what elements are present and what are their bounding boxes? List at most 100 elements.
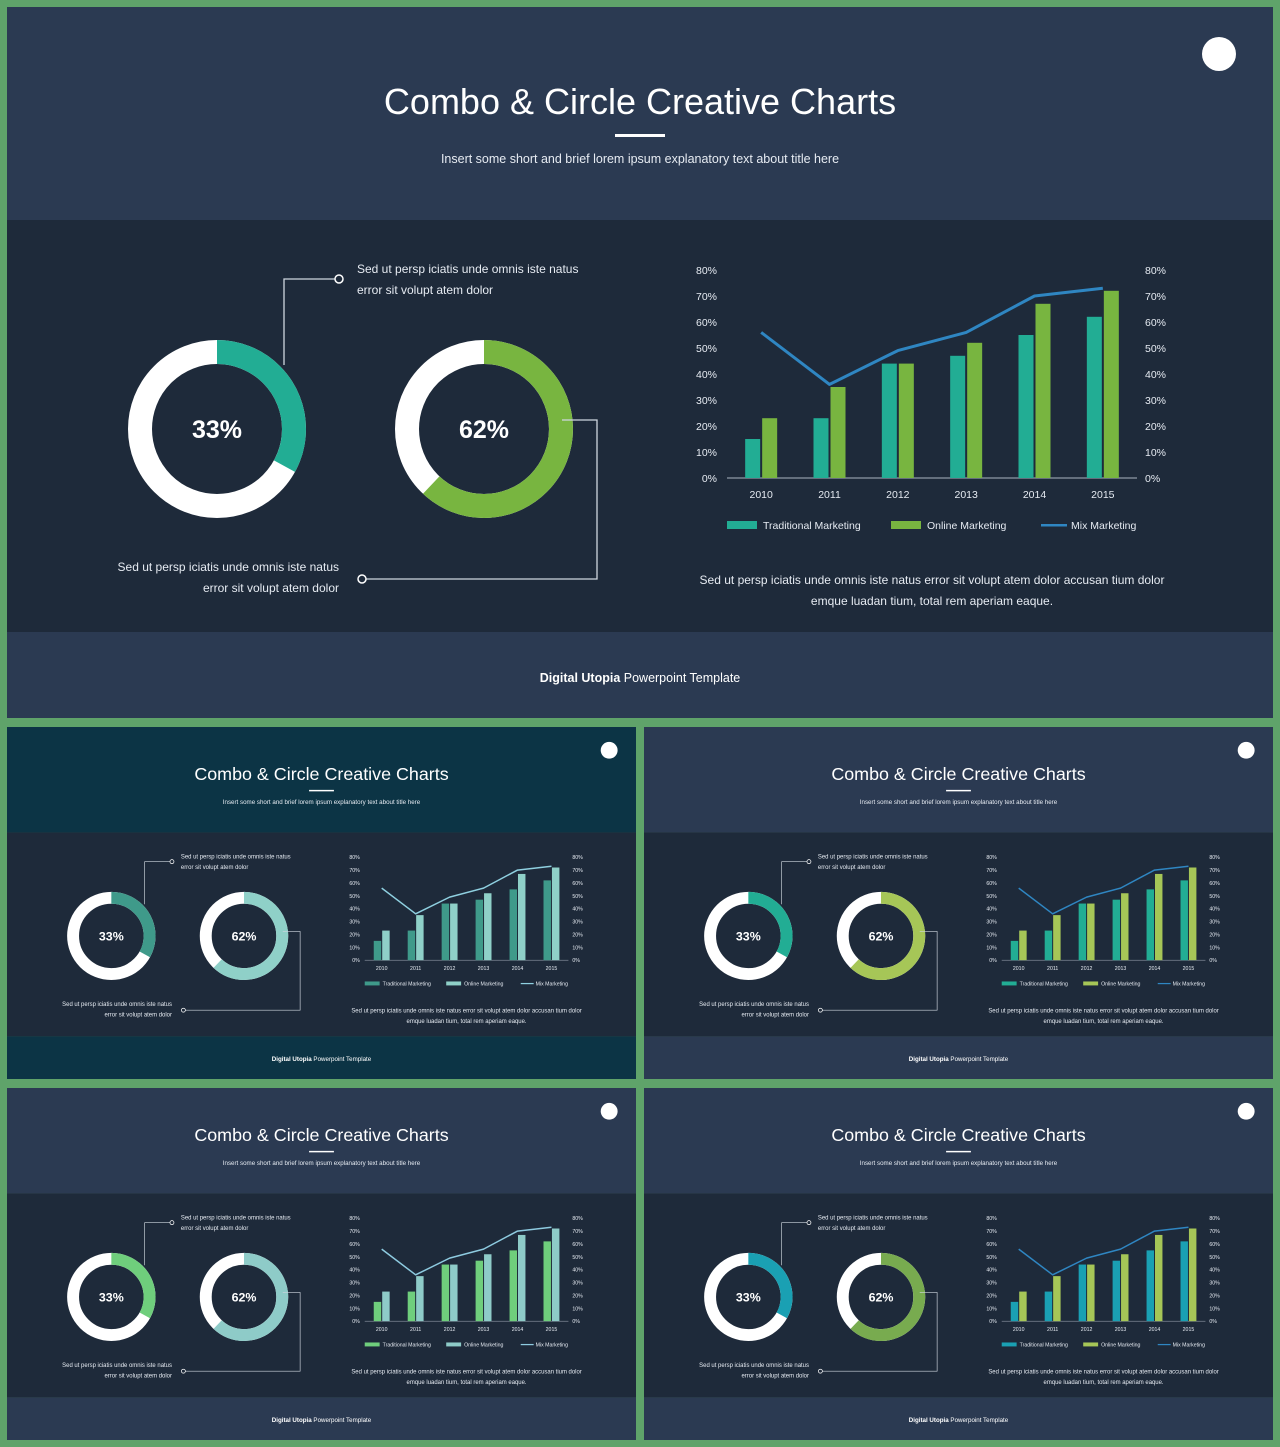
y-tick-right: 30% — [572, 920, 583, 926]
y-tick-left: 50% — [349, 894, 360, 900]
slide-title: Combo & Circle Creative Charts — [194, 1125, 448, 1145]
y-tick-right: 40% — [1209, 1268, 1220, 1274]
callout-top-line2: error sit volupt atem dolor — [181, 865, 248, 871]
bar-traditional — [1180, 1241, 1188, 1322]
y-tick-right: 20% — [1209, 932, 1220, 938]
content-band — [7, 832, 636, 1037]
callout-top-line1: Sed ut persp iciatis unde omnis iste nat… — [818, 855, 928, 861]
footer-text: Digital Utopia Powerpoint Template — [272, 1417, 372, 1424]
bar-online — [1103, 290, 1119, 478]
bar-traditional — [509, 1250, 518, 1322]
callout-bottom-dot-icon — [818, 1007, 823, 1013]
callout-bottom-dot-icon — [181, 1368, 186, 1374]
y-tick-right: 40% — [572, 907, 583, 913]
y-tick-left: 40% — [349, 907, 360, 913]
y-tick-left: 10% — [696, 447, 717, 459]
y-tick-right: 50% — [1145, 343, 1166, 355]
bar-traditional — [1146, 1250, 1155, 1322]
legend-traditional-label: Traditional Marketing — [383, 981, 431, 987]
callout-top-connector — [144, 861, 170, 905]
title-underline — [615, 134, 665, 137]
legend-online-label: Online Marketing — [927, 520, 1007, 532]
bar-online — [551, 1228, 560, 1322]
footer-rest: Powerpoint Template — [949, 1417, 1009, 1424]
callout-bottom-line2: error sit volupt atem dolor — [105, 1013, 172, 1019]
y-tick-right: 60% — [1209, 1242, 1220, 1248]
y-tick-right: 0% — [572, 1319, 580, 1325]
chart-caption-line1: Sed ut persp iciatis unde omnis iste nat… — [988, 1370, 1218, 1376]
y-tick-right: 10% — [1209, 945, 1220, 951]
callout-top-dot-icon — [169, 1220, 175, 1226]
bar-traditional — [1010, 1301, 1019, 1322]
bar-traditional — [1146, 889, 1155, 961]
y-tick-left: 20% — [696, 421, 717, 433]
x-tick: 2013 — [478, 966, 490, 972]
legend-traditional-swatch — [364, 981, 380, 986]
bar-online — [382, 1291, 390, 1322]
y-tick-right: 70% — [572, 1229, 583, 1235]
bar-traditional — [373, 1301, 382, 1322]
x-tick: 2014 — [1023, 489, 1047, 501]
bar-traditional — [1010, 940, 1019, 961]
bar-online — [1053, 915, 1061, 961]
y-tick-left: 80% — [349, 1216, 360, 1222]
content-band — [7, 1193, 636, 1398]
y-tick-left: 80% — [986, 1216, 997, 1222]
callout-bottom-dot-icon — [357, 574, 367, 584]
legend-traditional-label: Traditional Marketing — [1020, 981, 1068, 987]
bar-traditional — [881, 363, 897, 478]
x-tick: 2013 — [478, 1327, 490, 1333]
legend-mix-swatch — [1157, 982, 1171, 985]
y-tick-right: 30% — [1209, 1281, 1220, 1287]
bar-traditional — [1078, 903, 1087, 961]
donut-62-label: 62% — [869, 929, 894, 943]
footer-band — [7, 1036, 636, 1079]
x-tick: 2012 — [886, 489, 910, 501]
callout-top-dot-icon — [334, 274, 344, 284]
title-underline — [309, 789, 334, 792]
donut-33-arc — [67, 1252, 156, 1341]
callout-top-connector — [781, 861, 807, 905]
y-tick-left: 20% — [986, 932, 997, 938]
x-tick: 2013 — [1115, 966, 1127, 972]
legend-traditional-swatch — [364, 1342, 380, 1347]
y-tick-left: 70% — [349, 868, 360, 874]
x-tick: 2013 — [1115, 1327, 1127, 1333]
footer-rest: Powerpoint Template — [312, 1417, 372, 1424]
slide-title: Combo & Circle Creative Charts — [831, 1125, 1085, 1145]
y-tick-right: 10% — [572, 1306, 583, 1312]
bar-online — [382, 930, 390, 961]
y-tick-right: 10% — [572, 945, 583, 951]
x-tick: 2010 — [376, 1327, 388, 1333]
footer-band — [644, 1036, 1273, 1079]
callout-top-dot-icon — [806, 859, 812, 865]
legend-mix-swatch — [1041, 524, 1067, 527]
y-tick-right: 50% — [1209, 1255, 1220, 1261]
bar-online — [416, 1276, 424, 1322]
callout-top-line1: Sed ut persp iciatis unde omnis iste nat… — [357, 262, 578, 276]
chart-caption-line1: Sed ut persp iciatis unde omnis iste nat… — [988, 1009, 1218, 1015]
y-tick-right: 60% — [572, 881, 583, 887]
slide-main: Combo & Circle Creative Charts Insert som… — [7, 7, 1273, 718]
y-tick-left: 70% — [986, 1229, 997, 1235]
content-band — [644, 1193, 1273, 1398]
donut-33-arc — [128, 340, 306, 518]
chart-caption-line2: emque luadan tium, total rem aperiam eaq… — [1044, 1019, 1164, 1025]
slide-subtitle: Insert some short and brief lorem ipsum … — [860, 799, 1058, 806]
bar-traditional — [813, 418, 829, 478]
y-tick-right: 80% — [1209, 1216, 1220, 1222]
footer-rest: Powerpoint Template — [949, 1056, 1009, 1063]
legend-traditional-label: Traditional Marketing — [1020, 1342, 1068, 1348]
y-tick-right: 20% — [572, 932, 583, 938]
y-tick-left: 40% — [349, 1268, 360, 1274]
legend-mix-label: Mix Marketing — [1173, 1342, 1205, 1348]
callout-top-line2: error sit volupt atem dolor — [357, 283, 493, 297]
bar-online — [1019, 1291, 1027, 1322]
callout-bottom-dot-icon — [818, 1368, 823, 1374]
content-band — [644, 832, 1273, 1037]
callout-bottom-line1: Sed ut persp iciatis unde omnis iste nat… — [62, 1002, 172, 1008]
y-tick-left: 50% — [986, 1255, 997, 1261]
y-tick-left: 50% — [349, 1255, 360, 1261]
callout-top-line2: error sit volupt atem dolor — [818, 865, 885, 871]
donut-62-label: 62% — [459, 416, 509, 444]
